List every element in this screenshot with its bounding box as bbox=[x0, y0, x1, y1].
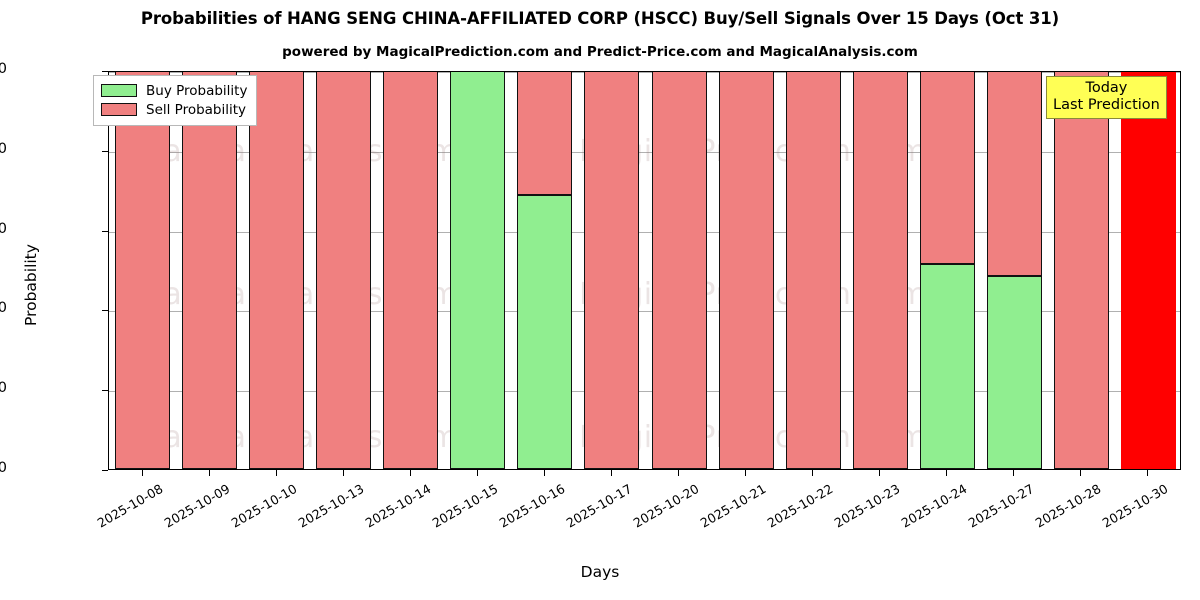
x-axis-tick-mark bbox=[879, 470, 880, 476]
x-axis-tick-label: 2025-10-08 bbox=[94, 481, 166, 531]
bar-segment-buy[interactable] bbox=[986, 275, 1042, 469]
bar-group[interactable] bbox=[1120, 72, 1176, 469]
bar-group[interactable] bbox=[785, 72, 841, 469]
legend-swatch-sell bbox=[101, 103, 137, 116]
x-axis-tick-mark bbox=[209, 470, 210, 476]
x-axis-tick-mark bbox=[1147, 470, 1148, 476]
bar-segment-buy[interactable] bbox=[919, 263, 975, 469]
chart-title: Probabilities of HANG SENG CHINA-AFFILIA… bbox=[140, 9, 1060, 28]
bar-group[interactable] bbox=[651, 72, 707, 469]
bar-group[interactable] bbox=[1053, 72, 1109, 469]
y-axis-tick-label: 80 bbox=[0, 140, 7, 157]
x-axis-tick-mark bbox=[678, 470, 679, 476]
x-axis-title: Days bbox=[580, 563, 620, 581]
bar-segment-sell[interactable] bbox=[919, 72, 975, 264]
bar-group[interactable] bbox=[383, 72, 439, 469]
x-axis-tick-mark bbox=[611, 470, 612, 476]
x-axis-tick-mark bbox=[142, 470, 143, 476]
x-axis-tick-mark bbox=[276, 470, 277, 476]
bar-segment-sell[interactable] bbox=[584, 72, 640, 469]
gridline-horizontal bbox=[109, 311, 1180, 313]
gridline-horizontal bbox=[109, 231, 1180, 233]
legend-label-sell: Sell Probability bbox=[146, 101, 247, 118]
bar-segment-sell[interactable] bbox=[1053, 72, 1109, 469]
bar-group[interactable] bbox=[584, 72, 640, 469]
legend-label-buy: Buy Probability bbox=[146, 82, 248, 99]
legend-item-sell[interactable]: Sell Probability bbox=[101, 100, 247, 119]
bar-segment-sell[interactable] bbox=[182, 72, 238, 469]
bar-group[interactable] bbox=[249, 72, 305, 469]
x-axis-tick-mark bbox=[544, 470, 545, 476]
y-axis-tick-mark bbox=[102, 470, 108, 471]
y-axis-tick-mark bbox=[102, 230, 108, 232]
today-badge-line2: Last Prediction bbox=[1053, 97, 1160, 114]
bar-segment-sell[interactable] bbox=[115, 72, 171, 469]
bar-group[interactable] bbox=[919, 72, 975, 469]
gridline-horizontal bbox=[109, 72, 1180, 73]
bar-group[interactable] bbox=[718, 72, 774, 469]
chart-legend: Buy Probability Sell Probability bbox=[93, 75, 258, 126]
bar-segment-today[interactable] bbox=[1120, 72, 1176, 469]
x-axis-tick-mark bbox=[477, 470, 478, 476]
bar-group[interactable] bbox=[115, 72, 171, 469]
x-axis-tick-mark bbox=[812, 470, 813, 476]
y-axis-tick-label: 40 bbox=[0, 300, 7, 317]
bar-group[interactable] bbox=[517, 72, 573, 469]
bar-segment-buy[interactable] bbox=[517, 195, 573, 469]
y-axis-tick-label: 20 bbox=[0, 380, 7, 397]
bar-segment-buy[interactable] bbox=[450, 72, 506, 469]
bar-group[interactable] bbox=[182, 72, 238, 469]
bar-segment-sell[interactable] bbox=[316, 72, 372, 469]
bar-segment-sell[interactable] bbox=[383, 72, 439, 469]
today-last-prediction-badge: Today Last Prediction bbox=[1046, 76, 1167, 120]
legend-swatch-buy bbox=[101, 84, 137, 97]
gridline-horizontal bbox=[109, 151, 1180, 153]
bar-segment-sell[interactable] bbox=[718, 72, 774, 469]
x-axis-tick-mark bbox=[946, 470, 947, 476]
x-axis-tick-mark bbox=[343, 470, 344, 476]
legend-item-buy[interactable]: Buy Probability bbox=[101, 81, 247, 100]
y-axis-tick-label: 60 bbox=[0, 220, 7, 237]
bar-segment-sell[interactable] bbox=[852, 72, 908, 469]
bar-segment-sell[interactable] bbox=[651, 72, 707, 469]
bar-group[interactable] bbox=[316, 72, 372, 469]
bar-group[interactable] bbox=[852, 72, 908, 469]
x-axis-tick-mark bbox=[745, 470, 746, 476]
y-axis-tick-label: 0 bbox=[0, 460, 7, 476]
bar-segment-sell[interactable] bbox=[986, 72, 1042, 276]
y-axis-tick-label: 100 bbox=[0, 61, 7, 77]
x-axis-tick-mark bbox=[410, 470, 411, 476]
y-axis-tick-mark bbox=[102, 390, 108, 392]
x-axis-tick-mark bbox=[1080, 470, 1081, 476]
plot-area: MagicalAnalysis.comMagicalPrediction.com… bbox=[108, 71, 1181, 470]
bar-segment-sell[interactable] bbox=[785, 72, 841, 469]
y-axis-title: Probability bbox=[22, 243, 40, 326]
bar-group[interactable] bbox=[450, 72, 506, 469]
x-axis-tick-mark bbox=[1013, 470, 1014, 476]
y-axis-tick-mark bbox=[102, 310, 108, 312]
bar-segment-sell[interactable] bbox=[249, 72, 305, 469]
gridline-horizontal bbox=[109, 391, 1180, 393]
bar-group[interactable] bbox=[986, 72, 1042, 469]
y-axis-tick-mark bbox=[102, 71, 108, 72]
today-badge-line1: Today bbox=[1085, 80, 1128, 96]
chart-subtitle: powered by MagicalPrediction.com and Pre… bbox=[282, 44, 918, 60]
y-axis-tick-mark bbox=[102, 150, 108, 152]
bar-segment-sell[interactable] bbox=[517, 72, 573, 196]
